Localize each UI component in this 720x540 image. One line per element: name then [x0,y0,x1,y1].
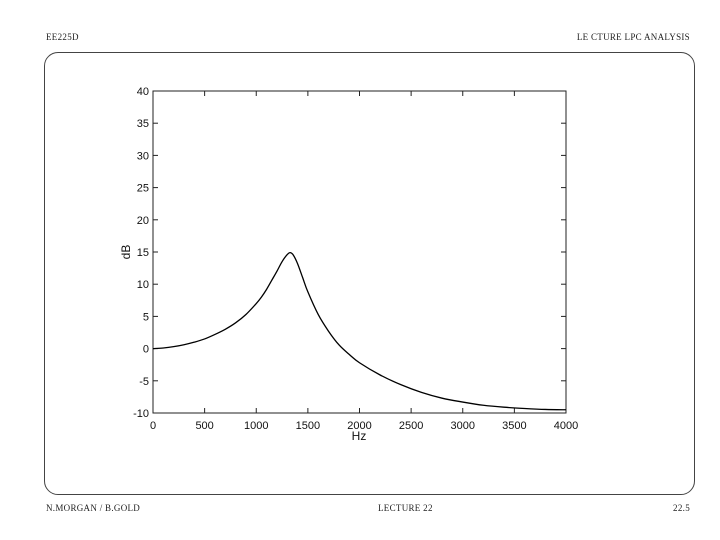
x-tick-label: 2500 [399,420,423,432]
y-tick-label: 15 [137,247,149,259]
x-tick-label: 3000 [451,420,475,432]
footer-page-number: 22.5 [673,503,690,513]
slide-frame [44,52,695,495]
x-tick-label: 0 [150,420,156,432]
series-line [152,251,567,411]
plot-area [152,90,567,414]
x-tick-label: 3500 [502,420,526,432]
y-tick-label: 40 [137,86,149,98]
footer-authors: N.MORGAN / B.GOLD [46,503,141,513]
header-course-code: EE225D [46,32,79,42]
y-tick-label: 10 [137,279,149,291]
y-axis-label: dB [119,245,133,260]
x-tick-label: 1500 [296,420,320,432]
x-tick-label: 2000 [347,420,371,432]
axis-tick-labels: 0 500 1000 1500 2000 2500 3000 3500 4000 -10 -5 0 5 1… [133,86,578,432]
y-tick-label: 30 [137,150,149,162]
y-tick-label: 35 [137,118,149,130]
x-tick-label: 4000 [554,420,578,432]
y-tick-label: 20 [137,215,149,227]
y-tick-label: -5 [139,376,149,388]
footer-lecture-number: LECTURE 22 [378,503,433,513]
x-axis-label: Hz [352,429,367,443]
y-tick-label: 5 [143,311,149,323]
header-lecture-title: LE CTURE LPC ANALYSIS [576,32,690,42]
y-tick-label: -10 [133,408,149,420]
x-tick-label: 500 [195,420,213,432]
y-tick-label: 0 [143,344,149,356]
x-tick-label: 1000 [244,420,268,432]
y-tick-label: 25 [137,183,149,195]
